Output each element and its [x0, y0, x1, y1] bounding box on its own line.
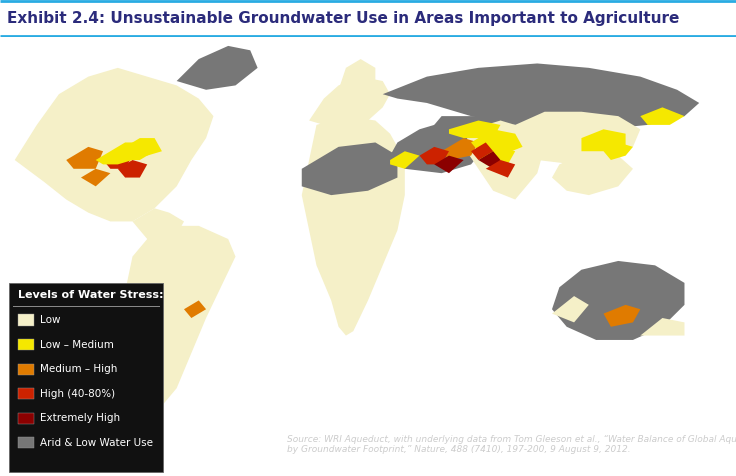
Polygon shape — [132, 208, 184, 243]
Polygon shape — [420, 147, 449, 164]
Bar — [18, 315, 34, 326]
Text: Source: WRI Aqueduct, with underlying data from Tom Gleeson et al., “Water Balan: Source: WRI Aqueduct, with underlying da… — [287, 435, 736, 454]
Polygon shape — [552, 261, 684, 340]
Polygon shape — [15, 68, 213, 221]
Polygon shape — [552, 296, 589, 322]
Polygon shape — [552, 151, 633, 195]
Text: Arid & Low Water Use: Arid & Low Water Use — [40, 438, 153, 448]
Polygon shape — [390, 120, 486, 173]
Polygon shape — [478, 147, 515, 164]
Bar — [18, 413, 34, 424]
Text: Levels of Water Stress:: Levels of Water Stress: — [18, 290, 163, 300]
Polygon shape — [464, 120, 545, 199]
Bar — [18, 388, 34, 399]
Polygon shape — [640, 318, 684, 336]
Polygon shape — [486, 160, 515, 178]
Polygon shape — [390, 151, 420, 169]
Polygon shape — [309, 77, 390, 129]
Text: Medium – High: Medium – High — [40, 364, 117, 374]
Polygon shape — [471, 129, 523, 156]
Text: High (40-80%): High (40-80%) — [40, 389, 115, 399]
Polygon shape — [184, 300, 206, 318]
Polygon shape — [478, 151, 500, 169]
Polygon shape — [118, 160, 147, 178]
Text: Low: Low — [40, 315, 60, 325]
Bar — [13, 306, 160, 307]
Polygon shape — [442, 138, 478, 160]
Polygon shape — [339, 59, 375, 94]
Polygon shape — [125, 138, 162, 156]
Polygon shape — [177, 46, 258, 90]
Polygon shape — [434, 116, 530, 147]
Polygon shape — [581, 129, 626, 151]
Bar — [18, 437, 34, 448]
Polygon shape — [103, 151, 132, 169]
Polygon shape — [110, 142, 155, 160]
Polygon shape — [471, 142, 493, 160]
Polygon shape — [604, 142, 633, 160]
Polygon shape — [640, 108, 684, 125]
Bar — [18, 339, 34, 350]
Text: Exhibit 2.4: Unsustainable Groundwater Use in Areas Important to Agriculture: Exhibit 2.4: Unsustainable Groundwater U… — [7, 11, 680, 26]
Polygon shape — [383, 63, 699, 129]
Polygon shape — [302, 142, 397, 195]
Polygon shape — [449, 120, 500, 138]
Polygon shape — [302, 116, 405, 336]
Text: Extremely High: Extremely High — [40, 413, 120, 423]
Polygon shape — [81, 169, 110, 186]
Bar — [18, 364, 34, 375]
Polygon shape — [434, 156, 464, 173]
Polygon shape — [515, 112, 640, 164]
Polygon shape — [604, 305, 640, 327]
Text: Low – Medium: Low – Medium — [40, 340, 113, 350]
Polygon shape — [125, 226, 236, 406]
Polygon shape — [96, 151, 132, 164]
FancyBboxPatch shape — [9, 283, 163, 472]
Polygon shape — [66, 147, 103, 169]
